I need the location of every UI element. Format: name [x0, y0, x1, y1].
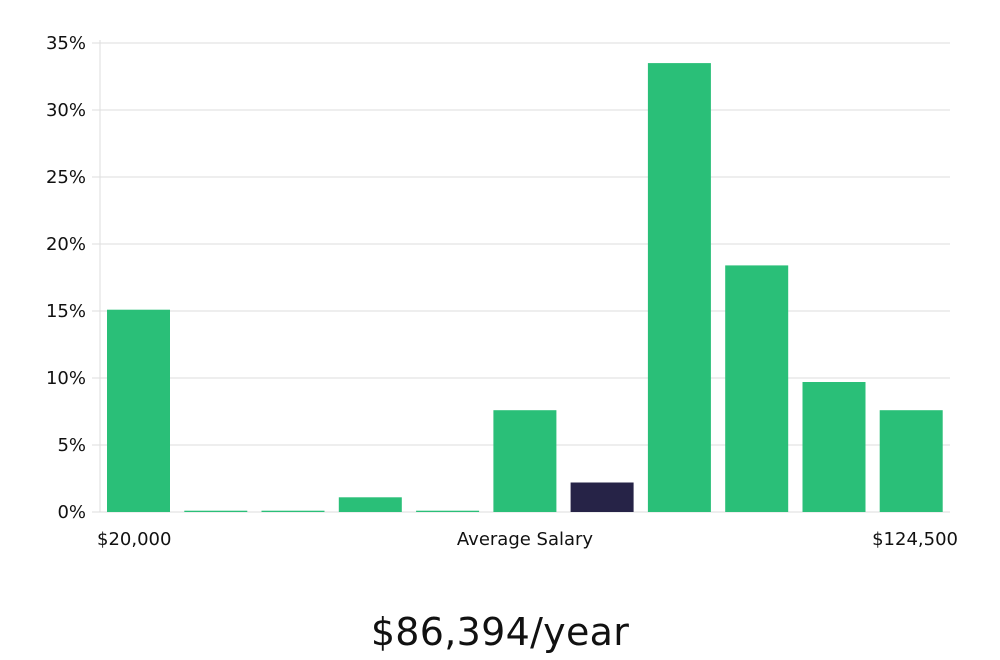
y-tick-label: 30% [46, 100, 86, 121]
average-salary-value: $86,394/year [370, 610, 630, 654]
bar [261, 510, 325, 512]
salary-histogram: 0% 5% 10% 15% 20% 25% 30% 35% [46, 33, 950, 523]
y-tick-label: 35% [46, 33, 86, 54]
bar [802, 382, 866, 512]
y-axis-ticks: 0% 5% 10% 15% 20% 25% 30% 35% [46, 33, 86, 523]
x-axis-max-label: $124,500 [872, 529, 958, 550]
y-tick-label: 0% [57, 502, 86, 523]
bar [493, 410, 557, 512]
bar-highlighted [570, 482, 634, 512]
y-tick-label: 15% [46, 301, 86, 322]
x-axis-min-label: $20,000 [97, 529, 172, 550]
y-tick-label: 20% [46, 234, 86, 255]
bar [879, 410, 943, 512]
bar [725, 265, 789, 512]
bar [647, 63, 711, 512]
y-tick-label: 25% [46, 167, 86, 188]
y-tick-label: 5% [57, 435, 86, 456]
bar [107, 309, 170, 512]
x-axis-title: Average Salary [456, 529, 594, 550]
bars [107, 63, 943, 512]
bar [184, 510, 248, 512]
bar [416, 510, 480, 512]
bar [338, 497, 402, 512]
y-tick-label: 10% [46, 368, 86, 389]
